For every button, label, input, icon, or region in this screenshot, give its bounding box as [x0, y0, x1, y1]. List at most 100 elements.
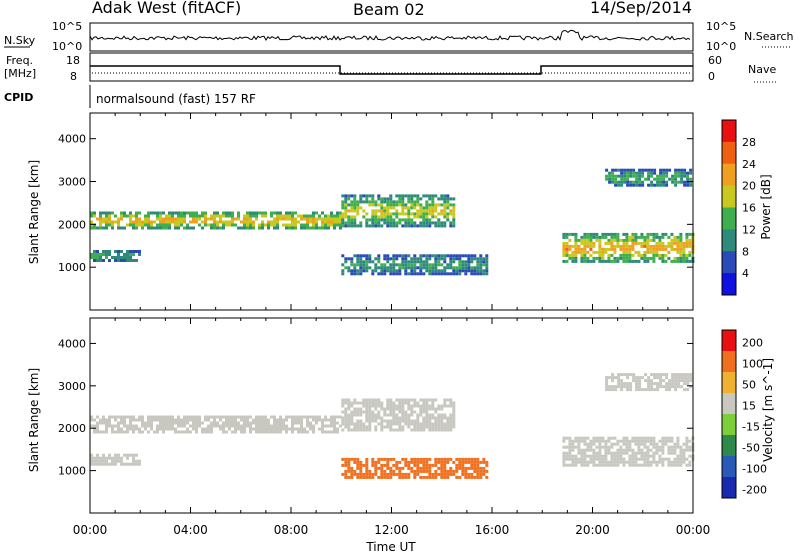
heatmap-cell — [428, 416, 432, 420]
heatmap-cell — [174, 217, 177, 221]
heatmap-cell — [598, 442, 602, 446]
heatmap-cell — [341, 263, 345, 267]
heatmap-cell — [344, 413, 348, 417]
heatmap-cell — [404, 401, 408, 405]
heatmap-cell — [440, 224, 444, 228]
heatmap-cell — [344, 469, 348, 473]
heatmap-cell — [658, 235, 662, 239]
heatmap-cell — [443, 209, 447, 213]
heatmap-cell — [601, 247, 605, 251]
heatmap-cell — [341, 401, 345, 405]
heatmap-cell — [620, 177, 624, 181]
heatmap-cell — [297, 427, 300, 431]
heatmap-cell — [138, 459, 141, 463]
colorbar-tick-label: 20 — [742, 180, 756, 193]
heatmap-cell — [413, 422, 417, 426]
heatmap-cell — [574, 247, 578, 251]
heatmap-cell — [383, 221, 387, 225]
heatmap-cell — [93, 256, 96, 259]
heatmap-cell — [347, 407, 351, 411]
heatmap-cell — [285, 427, 288, 431]
heatmap-cell — [401, 404, 405, 408]
heatmap-cell — [129, 214, 132, 218]
heatmap-cell — [428, 457, 432, 461]
heatmap-cell — [473, 254, 477, 258]
heatmap-cell — [562, 244, 566, 248]
heatmap-cell — [321, 226, 324, 230]
heatmap-cell — [147, 220, 150, 224]
heatmap-cell — [102, 259, 105, 262]
heatmap-cell — [129, 253, 132, 256]
heatmap-cell — [431, 472, 435, 476]
heatmap-cell — [395, 398, 399, 402]
heatmap-cell — [108, 453, 111, 457]
heatmap-cell — [622, 451, 626, 455]
heatmap-cell — [395, 407, 399, 411]
heatmap-cell — [568, 457, 572, 461]
heatmap-cell — [607, 238, 611, 242]
heatmap-cell — [425, 463, 429, 467]
colorbar-tick-label: 15 — [742, 400, 756, 413]
heatmap-cell — [129, 427, 132, 431]
heatmap-cell — [674, 168, 678, 172]
heatmap-cell — [135, 217, 138, 221]
heatmap-cell — [264, 211, 267, 215]
heatmap-cell — [449, 212, 453, 216]
heatmap-cell — [446, 272, 450, 276]
heatmap-cell — [294, 418, 297, 422]
heatmap-cell — [613, 247, 617, 251]
heatmap-cell — [658, 448, 662, 452]
heatmap-cell — [93, 253, 96, 256]
heatmap-cell — [625, 460, 629, 464]
heatmap-cell — [105, 424, 108, 428]
heatmap-cell — [231, 223, 234, 227]
heatmap-cell — [449, 272, 453, 276]
heatmap-cell — [577, 238, 581, 242]
heatmap-cell — [658, 460, 662, 464]
y-tick-label: 1000 — [58, 465, 86, 478]
heatmap-cell — [353, 407, 357, 411]
heatmap-cell — [580, 241, 584, 245]
heatmap-cell — [93, 211, 96, 215]
heatmap-cell — [676, 256, 680, 260]
heatmap-cell — [336, 220, 339, 224]
heatmap-cell — [659, 177, 663, 181]
heatmap-cell — [96, 421, 99, 425]
heatmap-cell — [102, 459, 105, 463]
heatmap-cell — [380, 419, 384, 423]
heatmap-cell — [392, 266, 396, 270]
heatmap-cell — [601, 235, 605, 239]
heatmap-cell — [126, 427, 129, 431]
heatmap-cell — [126, 462, 129, 466]
heatmap-cell — [249, 415, 252, 419]
x-tick-label: 00:00 — [676, 523, 711, 537]
heatmap-cell — [213, 223, 216, 227]
heatmap-cell — [362, 472, 366, 476]
heatmap-cell — [592, 442, 596, 446]
heatmap-cell — [404, 212, 408, 216]
heatmap-cell — [96, 217, 99, 221]
heatmap-cell — [273, 421, 276, 425]
heatmap-cell — [431, 475, 435, 479]
heatmap-cell — [617, 379, 621, 383]
heatmap-cell — [344, 260, 348, 264]
heatmap-cell — [640, 451, 644, 455]
heatmap-cell — [419, 221, 423, 225]
heatmap-cell — [350, 272, 354, 276]
heatmap-cell — [646, 256, 650, 260]
heatmap-cell — [153, 211, 156, 215]
heatmap-cell — [485, 469, 489, 473]
heatmap-cell — [282, 217, 285, 221]
heatmap-cell — [452, 269, 456, 273]
heatmap-cell — [428, 425, 432, 429]
heatmap-cell — [96, 226, 99, 230]
heatmap-cell — [670, 238, 674, 242]
heatmap-cell — [105, 211, 108, 215]
heatmap-cell — [231, 424, 234, 428]
heatmap-cell — [452, 272, 456, 276]
heatmap-cell — [356, 463, 360, 467]
heatmap-cell — [452, 218, 456, 222]
heatmap-cell — [365, 401, 369, 405]
heatmap-cell — [652, 232, 656, 236]
heatmap-cell — [324, 214, 327, 218]
